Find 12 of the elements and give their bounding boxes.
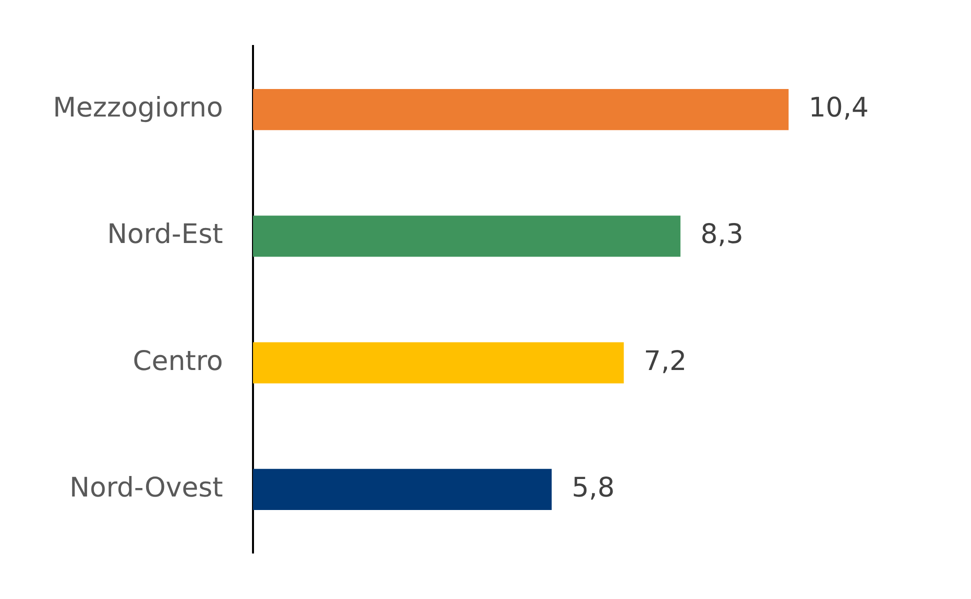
data-label: 10,4	[808, 92, 869, 124]
bar	[253, 216, 680, 257]
data-label: 7,2	[644, 346, 687, 377]
y-tick-label: Nord-Est	[107, 219, 223, 250]
y-tick-label: Centro	[132, 346, 223, 377]
data-label: 5,8	[572, 472, 615, 504]
bar	[253, 342, 624, 384]
y-tick-label: Nord-Ovest	[70, 472, 223, 504]
y-tick-label: Mezzogiorno	[52, 92, 223, 124]
data-label: 8,3	[700, 219, 744, 250]
bar	[253, 468, 552, 510]
bar	[253, 88, 789, 130]
